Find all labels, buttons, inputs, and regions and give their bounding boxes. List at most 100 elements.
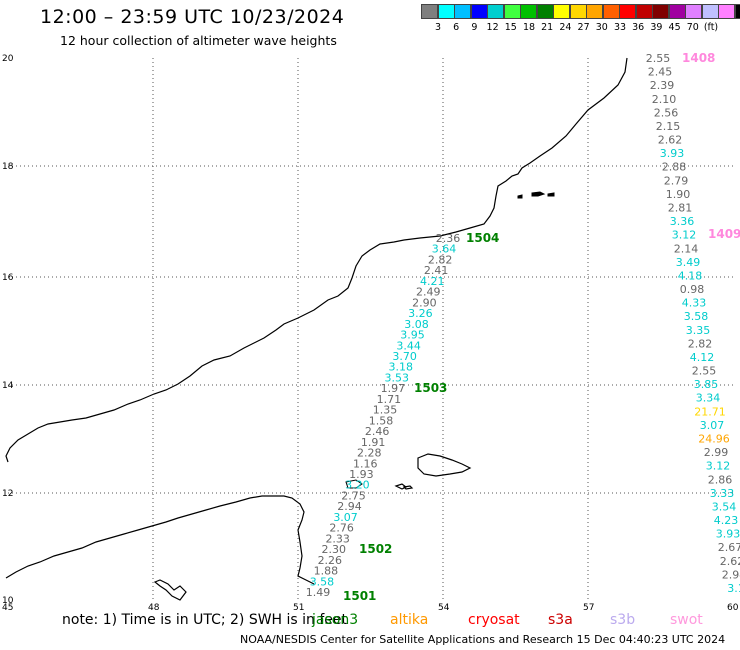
wave-height-value: 2.10 (652, 93, 677, 106)
socotra-island (417, 453, 472, 477)
scale-label: 3 (434, 22, 442, 33)
scale-label: 15 (504, 22, 517, 33)
pass-label: 1501 (343, 589, 376, 603)
pass-label: 1503 (414, 381, 447, 395)
wave-height-value: 3.12 (672, 229, 697, 242)
scale-label: 21 (541, 22, 554, 33)
scale-swatch (734, 4, 740, 19)
wave-height-value: 4.12 (690, 351, 715, 364)
wave-height-value: 2.86 (708, 473, 733, 486)
lat-tick-label: 10 (2, 596, 14, 606)
wave-height-value: 2.82 (428, 253, 453, 266)
wave-height-value: 3.36 (670, 215, 695, 228)
wave-height-value: 3.85 (694, 378, 719, 391)
wave-height-value: 2.55 (692, 365, 717, 378)
wave-height-value: 3.33 (710, 487, 735, 500)
abd-al-kuri-island (394, 483, 414, 490)
wave-height-value: 2.56 (654, 106, 679, 119)
wave-height-value: 2.94 (337, 500, 362, 513)
wave-height-value: 2.30 (322, 543, 347, 556)
wave-height-value: 3.54 (712, 500, 737, 513)
wave-height-value: 0.98 (680, 283, 705, 296)
legend-s3a: s3a (548, 612, 573, 628)
wave-height-value: 2.88 (662, 161, 687, 174)
lat-tick-label: 14 (2, 381, 14, 391)
legend-row: note: 1) Time is in UTC; 2) SWH is in fe… (0, 612, 740, 630)
pass-label: 1408 (682, 51, 715, 65)
altimeter-track-inner: 2.363.642.822.414.212.492.903.263.083.95… (306, 232, 461, 599)
wave-height-value: 2.28 (357, 447, 382, 460)
wave-height-value: 3.18 (388, 361, 413, 374)
units-note: note: 1) Time is in UTC; 2) SWH is in fe… (62, 612, 348, 628)
wave-height-value: 3.07 (700, 419, 725, 432)
wave-height-value: 4.18 (678, 269, 703, 282)
lon-tick-label: 48 (148, 603, 160, 612)
arabian-peninsula-coastline (5, 57, 628, 463)
scale-label: (ft) (703, 22, 719, 33)
legend-s3b: s3b (610, 612, 636, 628)
wave-height-value: 3.26 (408, 307, 433, 320)
wave-height-value: 2.39 (650, 79, 675, 92)
wave-height-value: 3.20 (345, 479, 370, 492)
lat-tick-label: 12 (2, 489, 13, 499)
wave-height-value: 4.33 (682, 297, 707, 310)
lon-tick-label: 60 (727, 603, 739, 612)
wave-height-value: 3.58 (684, 310, 709, 323)
credit-line: NOAA/NESDIS Center for Satellite Applica… (240, 633, 726, 646)
wave-height-value: 2.26 (318, 554, 343, 567)
altimeter-track-outer: 2.552.452.392.102.562.152.623.932.882.79… (646, 52, 740, 595)
wave-height-value: 1.90 (666, 188, 691, 201)
wave-height-value: 2.14 (674, 242, 699, 255)
wave-height-value: 2.67 (718, 541, 740, 554)
legend-jason3: jason3 (312, 612, 359, 628)
wave-height-value: 2.45 (648, 66, 673, 79)
wave-height-value: 2.62 (720, 555, 740, 568)
wave-height-value: 3.95 (400, 329, 425, 342)
wave-height-value: 2.55 (646, 52, 671, 65)
wave-height-value: 3.53 (385, 371, 410, 384)
pass-label: 1409 (708, 227, 740, 241)
wave-height-value: 1.88 (314, 565, 339, 578)
wave-height-value: 2.99 (704, 446, 729, 459)
wave-height-value: 3.70 (392, 350, 417, 363)
wave-height-value: 1.49 (306, 586, 331, 599)
scale-label: 36 (632, 22, 645, 33)
wave-height-value: 3.44 (396, 339, 421, 352)
pass-label: 1502 (359, 542, 392, 556)
wave-height-value: 1.93 (349, 468, 374, 481)
lat-tick-label: 18 (2, 162, 14, 172)
lon-tick-label: 45 (2, 603, 13, 612)
wave-height-value: 21.71 (694, 405, 726, 418)
wave-height-value: 1.35 (373, 404, 398, 417)
lon-tick-label: 51 (293, 603, 304, 612)
pass-label: 1504 (466, 231, 499, 245)
wave-height-value: 4.23 (714, 514, 739, 527)
wave-height-value: 3.1 (727, 582, 740, 595)
wave-height-value: 1.97 (381, 382, 406, 395)
wave-height-value: 24.96 (698, 433, 730, 446)
wave-height-value: 2.62 (658, 134, 683, 147)
wave-height-value: 2.90 (412, 296, 437, 309)
scale-label: 27 (577, 22, 590, 33)
scale-label: 30 (595, 22, 608, 33)
scale-label: 33 (613, 22, 627, 33)
scale-label: 45 (668, 22, 681, 33)
scale-label: 18 (522, 22, 536, 33)
wave-height-value: 1.16 (353, 457, 378, 470)
lat-tick-label: 16 (2, 273, 14, 283)
coastal-islet (345, 479, 363, 489)
wave-height-value: 2.33 (325, 532, 350, 545)
legend-swot: swot (670, 612, 703, 628)
scale-label: 9 (471, 22, 478, 33)
wave-height-value: 2.94 (722, 568, 740, 581)
wave-height-value: 2.36 (436, 232, 461, 245)
scale-label: 24 (559, 22, 572, 33)
wave-height-value: 1.71 (377, 393, 402, 406)
wave-height-value: 2.81 (668, 201, 693, 214)
wave-height-value: 3.12 (706, 460, 731, 473)
scale-label: 39 (650, 22, 663, 33)
map-subtitle: 12 hour collection of altimeter wave hei… (60, 33, 337, 48)
wave-height-value: 2.75 (341, 489, 366, 502)
wave-height-value: 3.07 (333, 511, 358, 524)
